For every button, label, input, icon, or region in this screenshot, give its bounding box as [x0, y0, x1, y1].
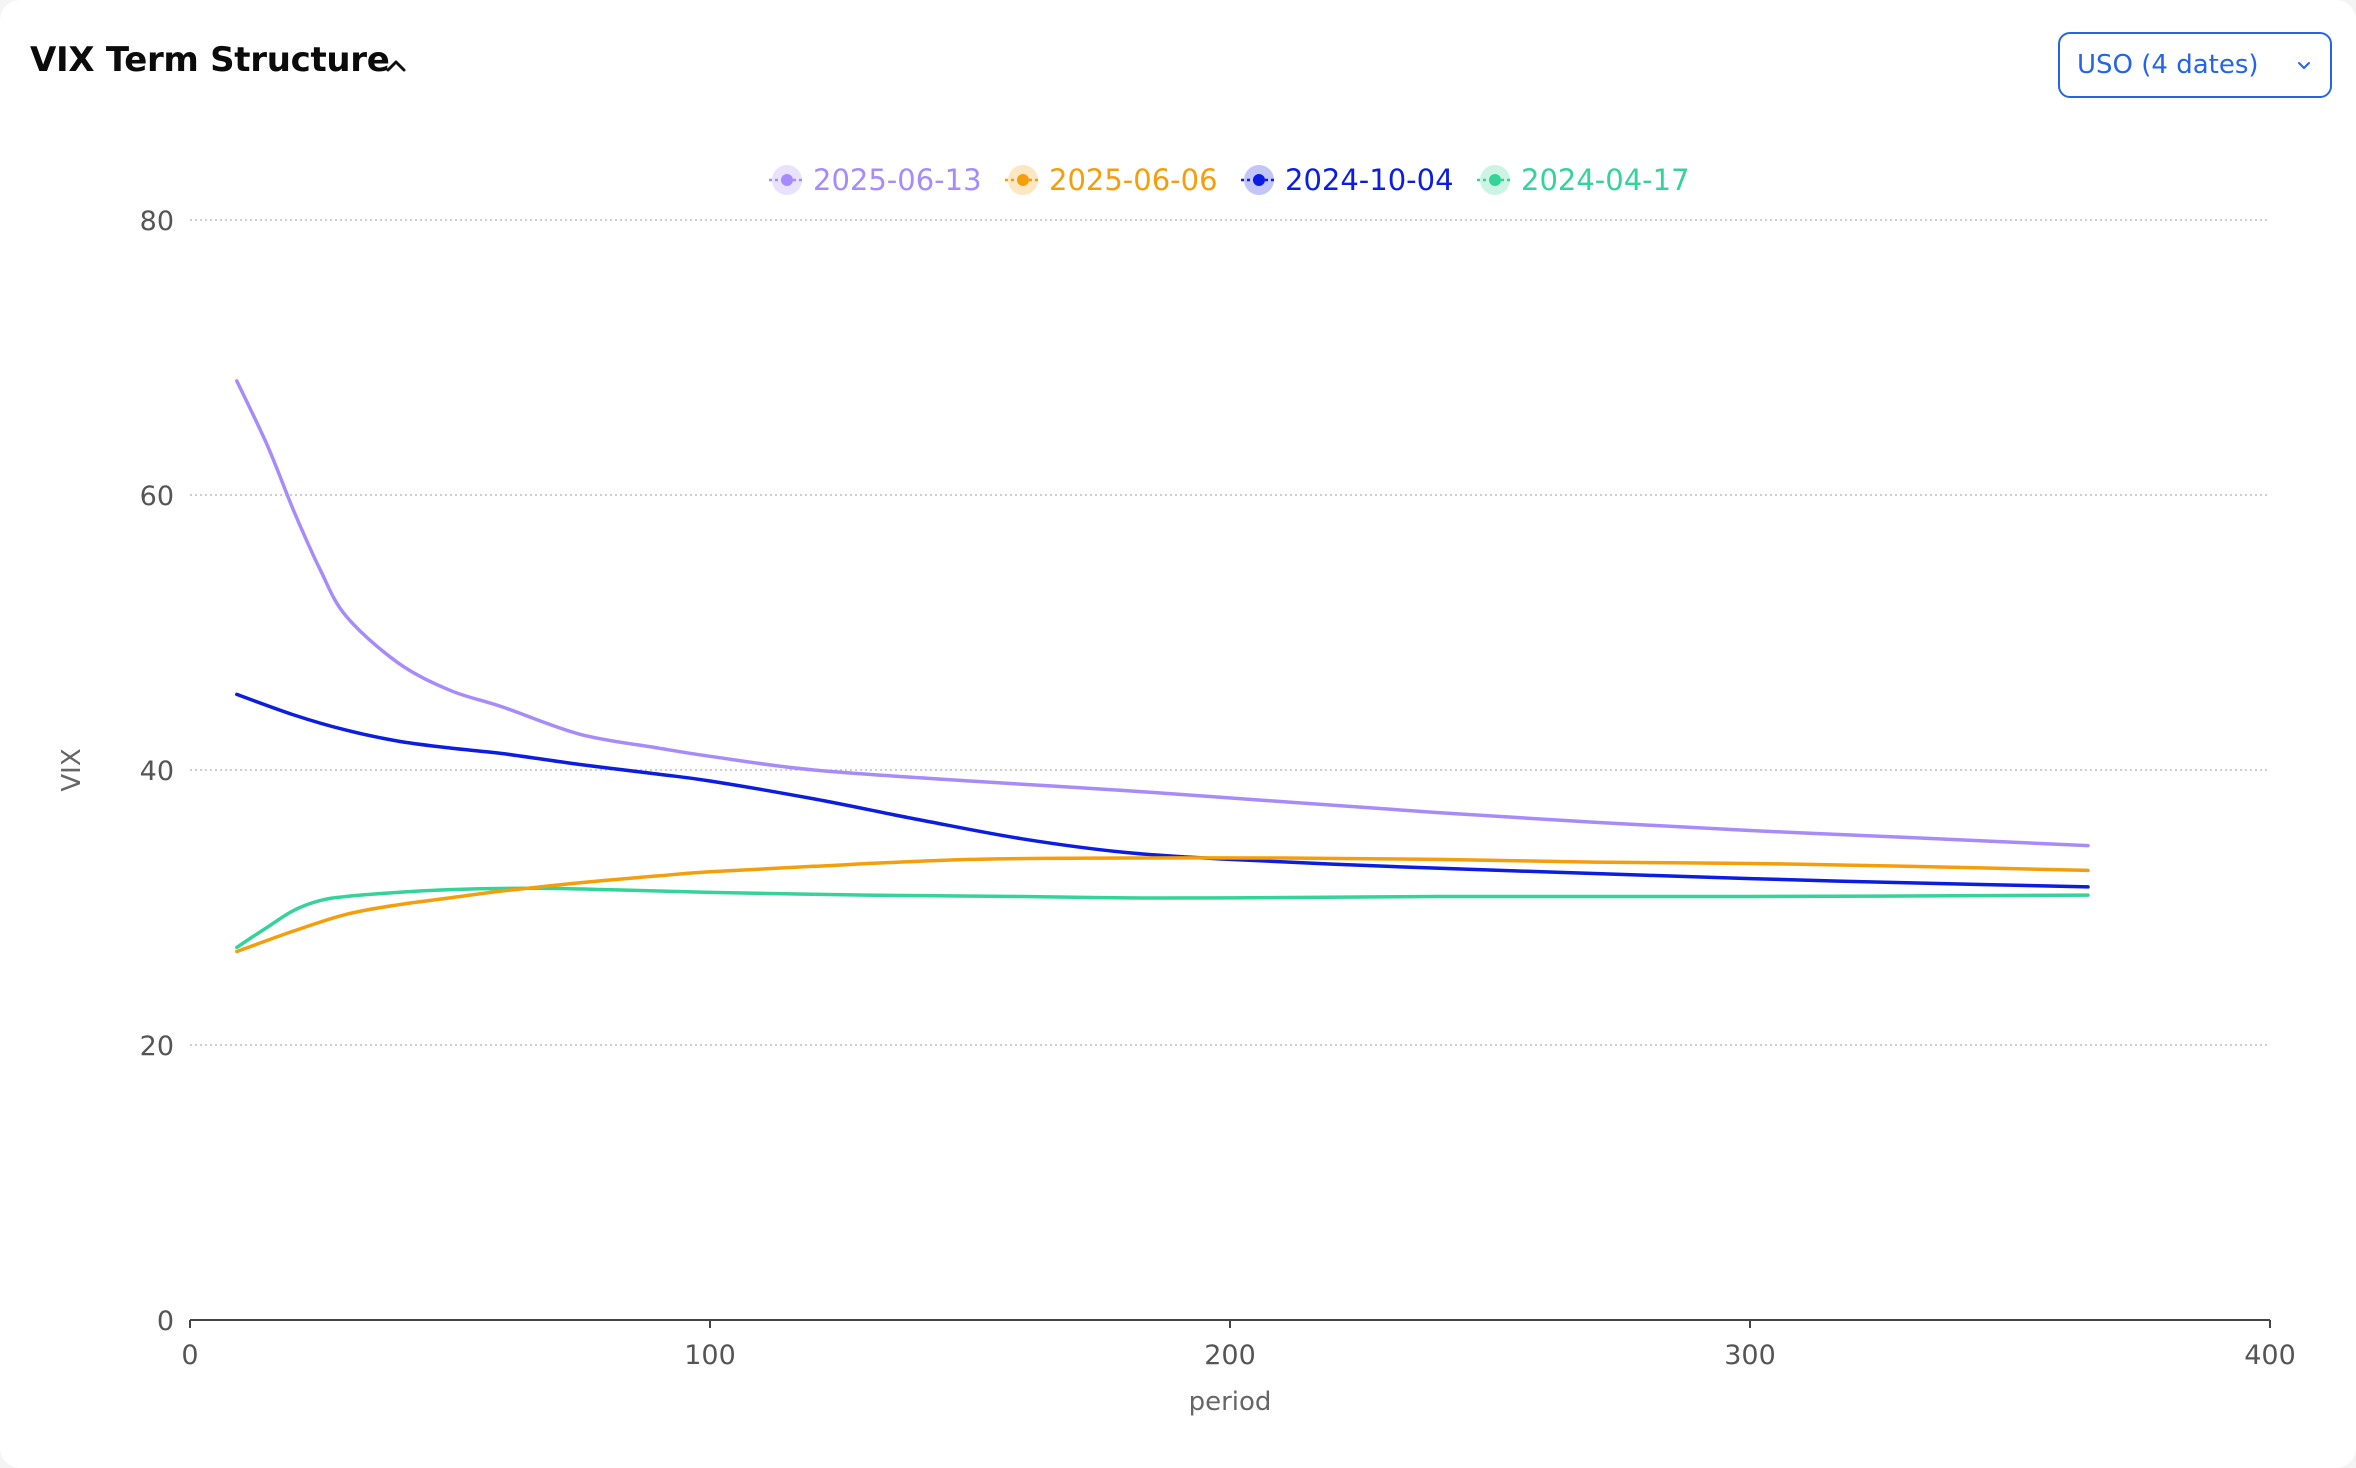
series-selector-label: USO (4 dates)	[2077, 50, 2259, 80]
legend-item-2024-10-04[interactable]: 2024-10-04	[1241, 163, 1454, 197]
x-tick-label: 400	[2244, 1340, 2296, 1371]
y-tick-label: 60	[140, 481, 174, 512]
legend-label: 2025-06-13	[813, 163, 982, 197]
chart-title: VIX Term Structure	[30, 40, 390, 80]
series-lines	[235, 379, 2090, 954]
legend-marker-dot	[781, 174, 793, 186]
x-tick-label: 100	[684, 1340, 736, 1371]
y-tick-label: 20	[140, 1031, 174, 1062]
series-line-2024-10-04	[235, 692, 2090, 889]
x-tick-label: 300	[1724, 1340, 1776, 1371]
chevron-up-icon	[386, 60, 406, 72]
gridlines	[190, 219, 2270, 1046]
legend-marker-dot	[1489, 174, 1501, 186]
legend-label: 2025-06-06	[1049, 163, 1218, 197]
chevron-down-icon	[2298, 62, 2310, 69]
series-selector-dropdown[interactable]: USO (4 dates)	[2058, 32, 2332, 98]
x-tick-label: 0	[181, 1340, 198, 1371]
axes: 0 20 40 60 80 0 100 200 300 400	[140, 206, 2296, 1371]
y-tick-label: 40	[140, 756, 174, 787]
collapse-button[interactable]	[378, 48, 414, 84]
legend-item-2025-06-13[interactable]: 2025-06-13	[769, 163, 982, 197]
legend-marker-dot	[1253, 174, 1265, 186]
legend-item-2024-04-17[interactable]: 2024-04-17	[1477, 163, 1690, 197]
legend-label: 2024-04-17	[1521, 163, 1690, 197]
legend: 2025-06-13 2025-06-06 2024-10-04 2024-04-17	[769, 163, 1690, 197]
legend-marker-dot	[1017, 174, 1029, 186]
series-line-2024-04-17	[235, 886, 2090, 950]
y-axis-label: VIX	[57, 748, 87, 791]
y-tick-label: 0	[157, 1306, 174, 1337]
y-tick-label: 80	[140, 206, 174, 237]
x-axis-label: period	[1189, 1387, 1272, 1417]
series-line-2025-06-06	[235, 856, 2090, 954]
series-line-2025-06-13	[235, 379, 2090, 848]
legend-label: 2024-10-04	[1285, 163, 1454, 197]
x-tick-label: 200	[1204, 1340, 1256, 1371]
legend-item-2025-06-06[interactable]: 2025-06-06	[1005, 163, 1218, 197]
